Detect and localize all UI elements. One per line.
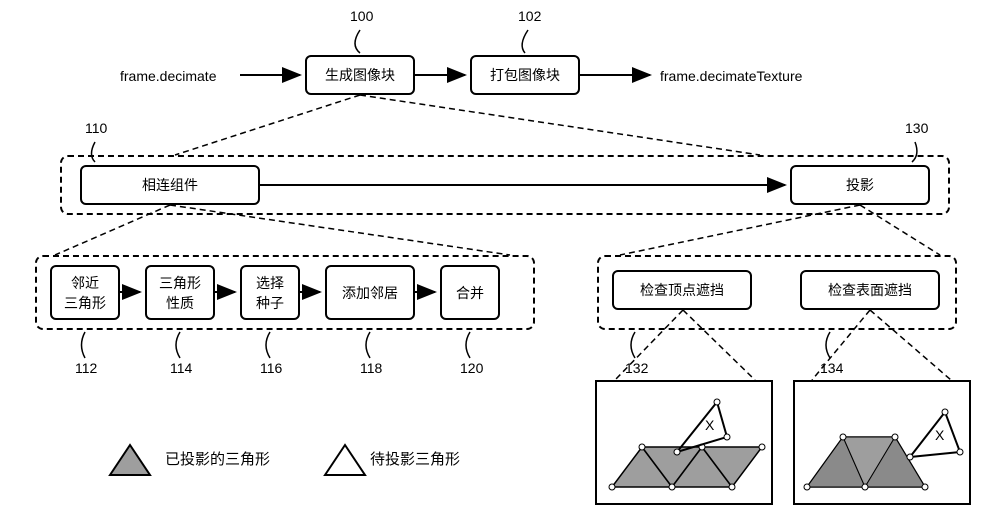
box-110: 相连组件 (80, 165, 260, 205)
box-130: 投影 (790, 165, 930, 205)
box-114: 三角形 性质 (145, 265, 215, 320)
num-110: 110 (85, 120, 107, 136)
x-mark-134: X (935, 427, 945, 443)
illustration-132: X (595, 380, 773, 505)
box-134-text: 检查表面遮挡 (828, 280, 912, 300)
box-120: 合并 (440, 265, 500, 320)
illus-132-svg: X (597, 382, 775, 507)
box-112-text: 邻近 三角形 (64, 273, 106, 313)
num-112: 112 (75, 360, 97, 376)
legend-outline-triangle-icon (320, 440, 370, 480)
num-130: 130 (905, 120, 928, 136)
box-114-text: 三角形 性质 (159, 273, 201, 313)
num-134: 134 (820, 360, 843, 376)
num-102: 102 (518, 8, 541, 24)
input-label: frame.decimate (120, 68, 216, 84)
diagram-canvas: frame.decimate 生成图像块 打包图像块 frame.decimat… (0, 0, 1000, 525)
output-label: frame.decimateTexture (660, 68, 802, 84)
illustration-134: X (793, 380, 971, 505)
num-116: 116 (260, 360, 282, 376)
box-118: 添加邻居 (325, 265, 415, 320)
box-132-text: 检查顶点遮挡 (640, 280, 724, 300)
box-102: 打包图像块 (470, 55, 580, 95)
num-120: 120 (460, 360, 483, 376)
num-100: 100 (350, 8, 373, 24)
box-102-text: 打包图像块 (490, 65, 560, 85)
box-116-text: 选择 种子 (256, 273, 284, 313)
box-134: 检查表面遮挡 (800, 270, 940, 310)
num-114: 114 (170, 360, 192, 376)
box-118-text: 添加邻居 (342, 283, 398, 303)
legend-projected-text: 已投影的三角形 (165, 448, 270, 469)
box-110-text: 相连组件 (142, 175, 198, 195)
box-120-text: 合并 (456, 283, 484, 303)
num-118: 118 (360, 360, 382, 376)
x-mark-132: X (705, 417, 715, 433)
box-100-text: 生成图像块 (325, 65, 395, 85)
box-116: 选择 种子 (240, 265, 300, 320)
legend-toproject-text: 待投影三角形 (370, 448, 460, 469)
box-112: 邻近 三角形 (50, 265, 120, 320)
legend-filled-triangle-icon (105, 440, 155, 480)
box-130-text: 投影 (846, 175, 874, 195)
box-100: 生成图像块 (305, 55, 415, 95)
illus-134-svg: X (795, 382, 973, 507)
num-132: 132 (625, 360, 648, 376)
box-132: 检查顶点遮挡 (612, 270, 752, 310)
